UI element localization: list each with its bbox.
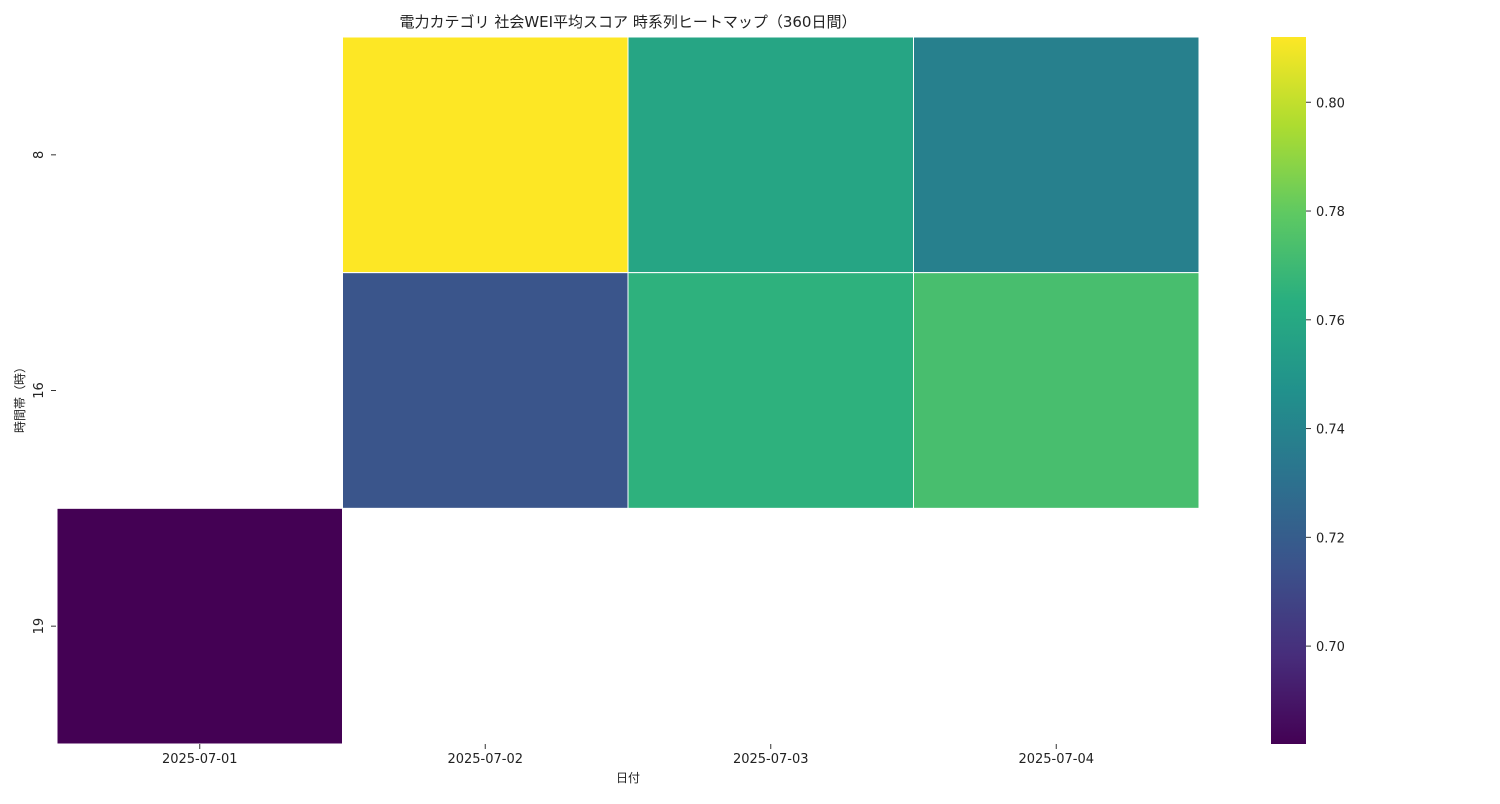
x-tick-label: 2025-07-04 [1018, 752, 1094, 767]
x-tick-label: 2025-07-02 [447, 752, 523, 767]
heatmap-cell [913, 272, 1200, 509]
heatmap-cell [627, 36, 914, 274]
chart-title: 電力カテゴリ 社会WEI平均スコア 時系列ヒートマップ（360日間） [400, 13, 857, 31]
heatmap-cells [56, 36, 1200, 745]
colorbar-tick-label: 0.70 [1316, 640, 1345, 655]
x-tick-label: 2025-07-01 [162, 752, 238, 767]
heatmap-cell [56, 507, 343, 745]
colorbar-ticks: 0.70 0.72 0.74 0.76 0.78 0.80 [1306, 96, 1345, 655]
heatmap-cell [342, 36, 629, 274]
colorbar-tick-label: 0.74 [1316, 423, 1345, 438]
colorbar: 0.70 0.72 0.74 0.76 0.78 0.80 [1271, 37, 1345, 744]
y-tick-label: 19 [32, 618, 47, 635]
y-axis: 8 16 19 [32, 151, 56, 635]
colorbar-gradient [1271, 37, 1306, 744]
heatmap-cell [913, 36, 1200, 274]
y-axis-label: 時間帯（時） [13, 361, 27, 433]
y-tick-label: 8 [32, 151, 47, 159]
colorbar-tick-label: 0.80 [1316, 96, 1345, 111]
heatmap-cell [627, 272, 914, 509]
colorbar-tick-label: 0.76 [1316, 314, 1345, 329]
y-tick-label: 16 [32, 382, 47, 399]
colorbar-tick-label: 0.72 [1316, 531, 1345, 546]
x-axis-label: 日付 [616, 771, 640, 785]
x-axis: 2025-07-01 2025-07-02 2025-07-03 2025-07-04 [162, 744, 1094, 767]
heatmap-cell [342, 272, 629, 509]
colorbar-tick-label: 0.78 [1316, 205, 1345, 220]
x-tick-label: 2025-07-03 [733, 752, 809, 767]
